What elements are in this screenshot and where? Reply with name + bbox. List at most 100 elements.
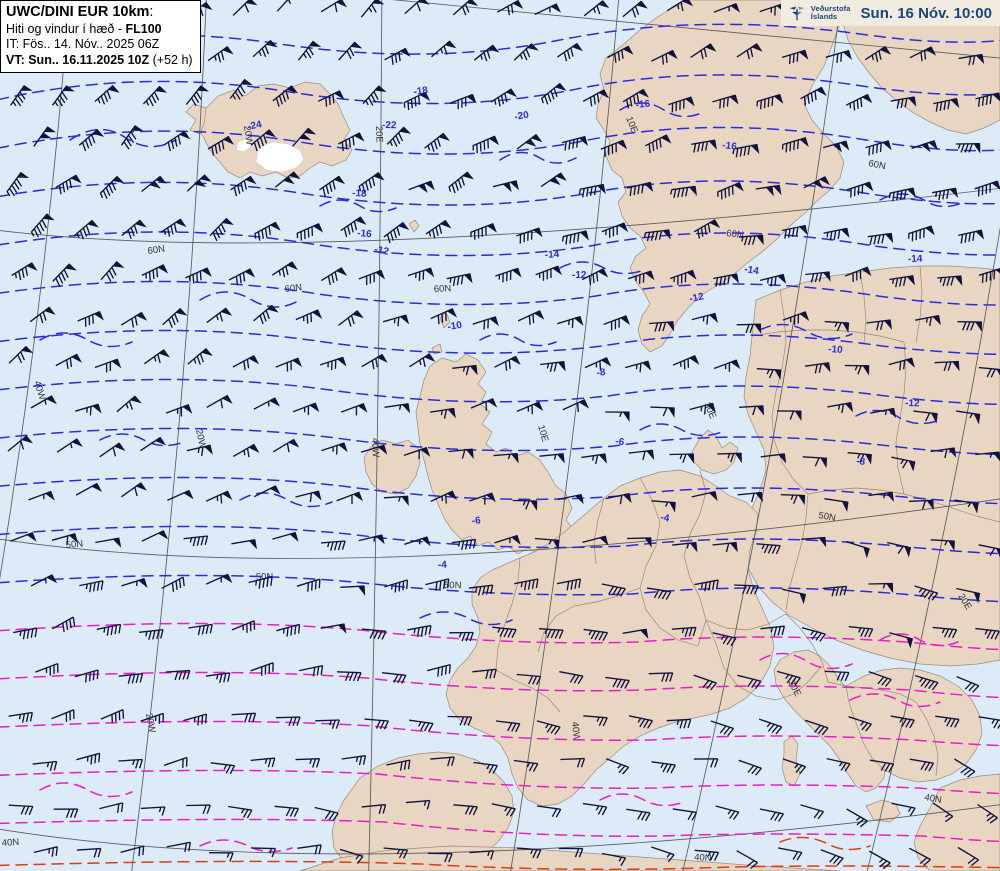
wind-barb	[626, 181, 654, 197]
wind-barb	[738, 234, 764, 246]
wind-barb	[517, 310, 545, 325]
wind-barb	[536, 720, 561, 735]
wind-barb	[317, 90, 345, 107]
parallel-50N	[0, 498, 1000, 559]
wind-barb	[272, 531, 299, 542]
wind-barb	[30, 574, 58, 587]
wind-barb	[55, 353, 82, 369]
isotherm-label: -10	[447, 320, 463, 333]
wind-barb	[340, 216, 367, 238]
wind-barb	[932, 626, 958, 639]
wind-barb	[584, 357, 612, 371]
wind-barb	[424, 132, 450, 152]
wind-barb	[295, 309, 323, 324]
wind-barb	[320, 0, 348, 13]
wind-barb	[185, 85, 210, 107]
wind-barb	[340, 585, 366, 596]
svg-text:60N: 60N	[726, 228, 745, 241]
wind-barb	[140, 436, 167, 452]
wind-barb	[28, 490, 55, 501]
svg-text:40W: 40W	[569, 721, 582, 742]
wind-barb	[141, 530, 169, 542]
wind-barb	[336, 671, 362, 682]
wind-barb	[622, 88, 649, 109]
wind-barb	[429, 407, 456, 419]
glacier-langjokull	[235, 137, 253, 153]
wind-barb	[297, 844, 322, 855]
wind-barb	[206, 394, 233, 409]
wind-barb	[121, 219, 147, 240]
wind-barb	[911, 140, 938, 153]
wind-barb	[693, 674, 717, 691]
wind-barb	[628, 449, 655, 461]
wind-barb	[403, 447, 431, 460]
wind-barb	[646, 587, 672, 600]
wind-barb	[228, 805, 253, 819]
wind-barb	[448, 171, 474, 194]
wind-barb	[561, 136, 588, 151]
wind-barb	[228, 268, 256, 286]
svg-text:60N: 60N	[147, 244, 166, 257]
wind-barb	[908, 499, 934, 511]
wind-barb	[804, 719, 829, 736]
wind-barb	[644, 134, 672, 153]
wind-barb	[141, 175, 167, 193]
wind-barb	[99, 175, 125, 199]
isotherm-label: -18	[352, 188, 367, 200]
wind-barb	[908, 225, 935, 242]
brand-line-1: Veðurstofa	[810, 4, 851, 14]
wind-barb	[559, 671, 584, 685]
svg-text:20E: 20E	[373, 126, 385, 143]
svg-text:60N: 60N	[434, 283, 452, 295]
wind-barb	[737, 491, 763, 503]
wind-barb	[601, 222, 629, 238]
wind-barb	[253, 485, 281, 498]
wind-barb	[736, 323, 762, 334]
wind-barb	[514, 578, 539, 591]
land-faroe	[408, 219, 420, 233]
wind-barb	[231, 539, 258, 550]
wind-barb	[337, 132, 365, 152]
wind-barb	[958, 229, 985, 244]
wind-barb	[469, 850, 495, 860]
wind-barb	[165, 404, 193, 417]
wind-barb	[206, 307, 233, 324]
wind-barb	[516, 401, 544, 415]
wind-barb	[74, 669, 99, 683]
wind-barb	[760, 625, 786, 637]
wind-barb	[493, 453, 519, 464]
wind-barb	[914, 585, 939, 601]
wind-barb	[513, 43, 539, 61]
wind-barb	[495, 267, 522, 283]
wind-barb	[756, 368, 782, 380]
wind-barb	[869, 759, 895, 773]
wind-barb	[250, 662, 274, 676]
wind-barb	[295, 758, 321, 768]
wind-barb	[691, 312, 719, 325]
isotherm-label: -8	[856, 456, 866, 468]
isotherm-label: -18	[413, 85, 429, 98]
wind-barb	[669, 269, 697, 285]
wind-barb	[409, 719, 434, 732]
brand-logo[interactable]: Veðurstofa Íslands	[787, 4, 851, 22]
wind-barb	[782, 311, 810, 326]
wind-barb	[470, 223, 497, 240]
wind-barb	[888, 187, 916, 202]
wind-barb	[207, 136, 235, 156]
wind-barb	[292, 402, 320, 415]
wind-barb	[866, 319, 892, 331]
wind-barb	[628, 715, 654, 729]
wind-barb	[183, 713, 208, 726]
wind-barb	[978, 544, 1000, 558]
isotherm-label: -14	[744, 264, 760, 277]
wind-barb	[209, 852, 234, 862]
wind-barb	[908, 847, 931, 867]
wind-barb	[694, 849, 720, 861]
wind-barb	[254, 221, 281, 241]
wind-barb	[540, 172, 567, 188]
wind-barb	[582, 535, 609, 546]
wind-barb	[452, 0, 478, 16]
wind-barb	[53, 808, 79, 818]
wind-barb	[932, 187, 959, 201]
